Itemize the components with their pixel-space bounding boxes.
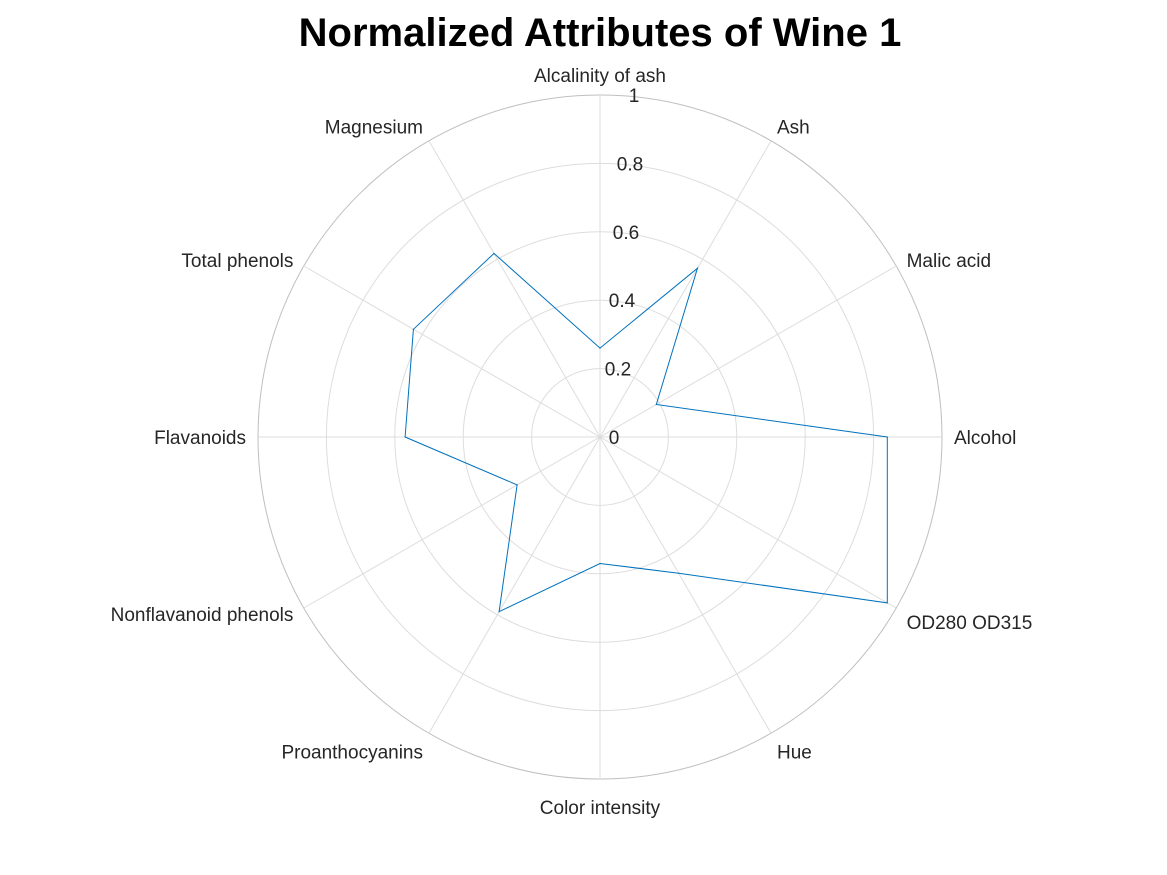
data-point	[886, 602, 888, 604]
category-label: Nonflavanoid phenols	[111, 605, 294, 626]
category-label: Color intensity	[540, 798, 661, 819]
radar-spokes	[258, 95, 942, 779]
category-labels: Alcohol Malic acid Ash Alcalinity of ash Mag…	[111, 66, 1033, 819]
spoke-line	[599, 140, 772, 438]
category-label: Magnesium	[325, 117, 423, 138]
chart-title: Normalized Attributes of Wine 1	[299, 11, 902, 55]
data-point	[516, 484, 518, 486]
spoke-line	[303, 436, 601, 609]
spoke-line	[599, 436, 897, 609]
radial-tick-label: 0	[609, 428, 620, 449]
data-point	[678, 572, 680, 574]
spoke-line	[599, 265, 897, 438]
category-label: Alcohol	[954, 428, 1016, 449]
data-point	[599, 562, 601, 565]
spoke-line	[428, 140, 601, 438]
data-point	[493, 252, 495, 254]
category-label: Ash	[777, 117, 810, 138]
spoke-line	[428, 436, 601, 734]
category-label: Flavanoids	[154, 428, 246, 449]
data-point	[498, 611, 500, 613]
category-label: Proanthocyanins	[281, 743, 423, 764]
spoke-line	[303, 265, 601, 438]
radar-series	[404, 252, 888, 613]
category-label: Total phenols	[181, 251, 293, 272]
data-point	[599, 347, 601, 349]
radial-tick-label: 0.8	[617, 154, 643, 175]
radial-tick-label: 0.4	[609, 291, 636, 312]
spoke-line	[599, 436, 772, 734]
data-point	[696, 267, 699, 269]
radial-tick-labels: 0 0.2 0.4 0.6 0.8 1	[605, 86, 643, 449]
radial-tick-label: 0.2	[605, 360, 631, 381]
radial-tick-label: 0.6	[613, 223, 639, 244]
data-point	[655, 403, 657, 406]
data-point	[412, 328, 414, 330]
category-label: OD280 OD315	[907, 613, 1033, 634]
data-point	[886, 436, 888, 438]
radial-tick-label: 1	[629, 86, 640, 107]
category-label: Malic acid	[907, 251, 991, 272]
category-label: Alcalinity of ash	[534, 66, 666, 87]
category-label: Hue	[777, 743, 812, 764]
series-line	[404, 252, 888, 613]
data-point	[404, 436, 406, 438]
